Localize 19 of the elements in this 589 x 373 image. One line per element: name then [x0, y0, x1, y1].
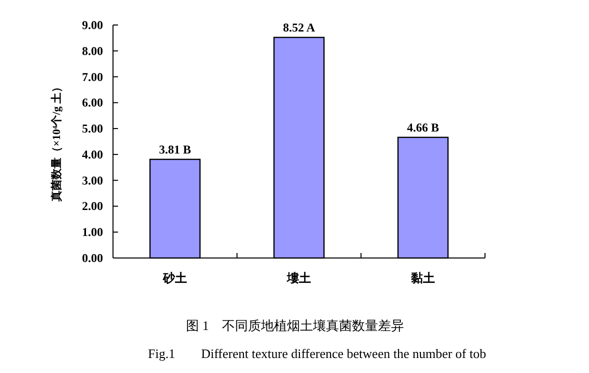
y-tick-label: 8.00 — [82, 44, 103, 58]
y-tick-label: 1.00 — [82, 225, 103, 240]
caption: 图 1 不同质地植烟土壤真菌数量差异 — [186, 318, 404, 333]
y-tick-label: 4.00 — [82, 147, 103, 162]
x-tick-label: 塿土 — [286, 271, 311, 285]
caption: Fig.1 Different texture difference between the number of tob — [148, 346, 486, 361]
x-tick-label: 砂土 — [162, 271, 187, 285]
y-tick-label: 7.00 — [82, 70, 103, 84]
data-label: 4.66 B — [406, 120, 440, 134]
y-tick-label: 2.00 — [82, 199, 103, 214]
data-label: 3.81 B — [158, 142, 192, 156]
y-tick-label: 3.00 — [82, 173, 103, 188]
y-tick-label: 6.00 — [82, 96, 103, 110]
data-label: 8.52 A — [282, 20, 316, 34]
y-axis-title: 真菌数量（×10⁴个/g 土） — [50, 82, 63, 202]
y-tick-label: 0.00 — [82, 251, 103, 265]
x-tick-label: 黏土 — [410, 271, 435, 285]
y-tick-label: 5.00 — [82, 122, 103, 136]
y-tick-label: 9.00 — [82, 18, 103, 32]
